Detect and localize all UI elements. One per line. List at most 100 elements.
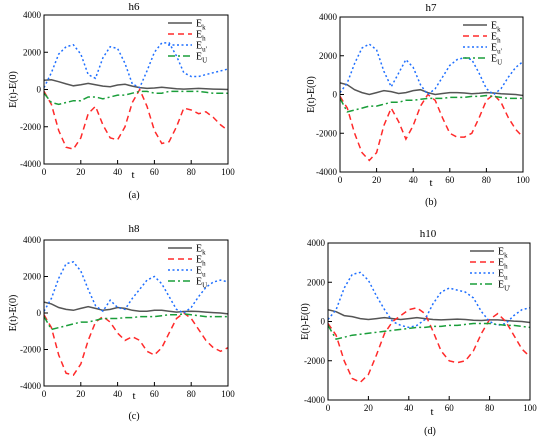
y-tick-label: 0 (321, 317, 326, 327)
chart-title: h8 (129, 223, 141, 235)
x-tick-label: 20 (364, 403, 374, 413)
y-axis-label: E(t)-E(0) (8, 295, 19, 332)
legend-label-1: Ek (196, 244, 206, 257)
y-tick-label: 4000 (307, 238, 326, 248)
series-line-3 (44, 42, 228, 89)
chart-title: h6 (129, 1, 141, 13)
y-tick-label: -2000 (316, 128, 337, 138)
x-tick-label: 60 (445, 403, 455, 413)
y-tick-label: 4000 (23, 10, 42, 20)
chart-title: h10 (420, 228, 437, 240)
series-line-1 (44, 79, 228, 91)
series-line-4 (44, 90, 228, 106)
x-tick-label: 40 (404, 403, 414, 413)
y-tick-label: 4000 (319, 12, 338, 22)
y-tick-label: 4000 (23, 235, 42, 245)
x-tick-label: 80 (187, 389, 197, 399)
chart-panel-1: 0 20 40 60 80 100 -4000 -2000 0 2000 4000 h6 t E(t)-E… (8, 1, 235, 201)
series-line-2 (328, 306, 530, 384)
legend-label-3: Eu' (196, 41, 207, 54)
x-tick-label: 20 (372, 175, 382, 185)
legend-label-3: Eu' (491, 43, 502, 56)
y-tick-label: 2000 (319, 51, 338, 61)
y-tick-label: 2000 (307, 277, 326, 287)
series-line-2 (44, 87, 228, 150)
legend-label-1: Ek (491, 21, 501, 34)
series-line-2 (44, 312, 228, 376)
y-tick-label: -2000 (20, 122, 41, 132)
x-tick-label: 40 (113, 167, 123, 177)
x-axis-label: t (430, 406, 433, 418)
panel-caption: (c) (128, 411, 139, 422)
legend-label-3: Eu (196, 266, 206, 279)
x-tick-label: 100 (221, 167, 235, 177)
y-tick-label: -4000 (20, 381, 41, 391)
series-line-3 (340, 43, 523, 96)
legend-label-1: Ek (498, 247, 508, 260)
panel-caption: (a) (128, 190, 139, 201)
y-tick-label: -2000 (20, 345, 41, 355)
panel-caption: (d) (424, 426, 436, 437)
y-tick-label: 0 (37, 85, 42, 95)
legend-label-4: EU' (498, 280, 510, 293)
y-tick-label: -4000 (20, 159, 41, 169)
legend-label-3: Eu (498, 269, 508, 282)
legend-label-2: Eh (196, 30, 206, 43)
x-tick-label: 0 (338, 175, 343, 185)
y-tick-label: -2000 (304, 356, 325, 366)
x-tick-label: 60 (445, 175, 455, 185)
series-line-3 (328, 271, 530, 329)
x-tick-label: 80 (485, 403, 495, 413)
series-line-4 (340, 94, 523, 113)
x-tick-label: 0 (42, 389, 47, 399)
x-tick-label: 60 (150, 389, 160, 399)
y-axis-label: E(t)-E(0) (8, 71, 19, 108)
x-tick-label: 100 (516, 175, 530, 185)
chart-title: h7 (426, 2, 438, 14)
y-tick-label: 0 (37, 308, 42, 318)
x-tick-label: 20 (76, 167, 86, 177)
y-tick-label: -4000 (316, 167, 337, 177)
panel-caption: (b) (425, 197, 437, 208)
legend-label-2: Eh (196, 255, 206, 268)
series-line-1 (328, 308, 530, 324)
legend-label-4: EU (196, 277, 207, 290)
y-tick-label: 2000 (23, 47, 42, 57)
legend-label-2: Eh (498, 258, 508, 271)
x-axis-label: t (429, 177, 432, 189)
x-tick-label: 100 (523, 403, 537, 413)
x-tick-label: 60 (150, 167, 160, 177)
x-axis-label: t (132, 390, 135, 402)
y-tick-label: -4000 (304, 395, 325, 405)
series-line-1 (340, 82, 523, 97)
x-tick-label: 20 (76, 389, 86, 399)
x-tick-label: 0 (42, 167, 47, 177)
y-axis-label: E(t)-E(0) (306, 76, 317, 113)
legend-label-4: EU (196, 52, 207, 65)
x-tick-label: 80 (187, 167, 197, 177)
series-line-1 (44, 301, 228, 315)
legend-label-4: EU (491, 54, 502, 67)
legend-label-1: Ek (196, 19, 206, 32)
series-line-4 (44, 313, 228, 331)
series-line-4 (328, 322, 530, 341)
x-tick-label: 80 (482, 175, 492, 185)
y-axis-label: E(t)-E(0) (300, 303, 311, 340)
y-tick-label: 0 (333, 90, 338, 100)
x-tick-label: 40 (113, 389, 123, 399)
x-tick-label: 100 (221, 389, 235, 399)
x-tick-label: 40 (409, 175, 419, 185)
chart-panel-3: 0 20 40 60 80 100 -4000 -2000 0 2000 4000 h8 t E(t)-E… (8, 223, 235, 422)
x-axis-label: t (131, 169, 134, 181)
chart-panel-4: 0 20 40 60 80 100 -4000 -2000 0 2000 4000 h10 t E(t)-… (300, 228, 537, 437)
legend-label-2: Eh (491, 32, 501, 45)
series-line-2 (340, 93, 523, 162)
chart-panel-2: 0 20 40 60 80 100 -4000 -2000 0 2000 4000 h7 t E(t)-E… (306, 2, 530, 208)
x-tick-label: 0 (326, 403, 331, 413)
y-tick-label: 2000 (23, 272, 42, 282)
